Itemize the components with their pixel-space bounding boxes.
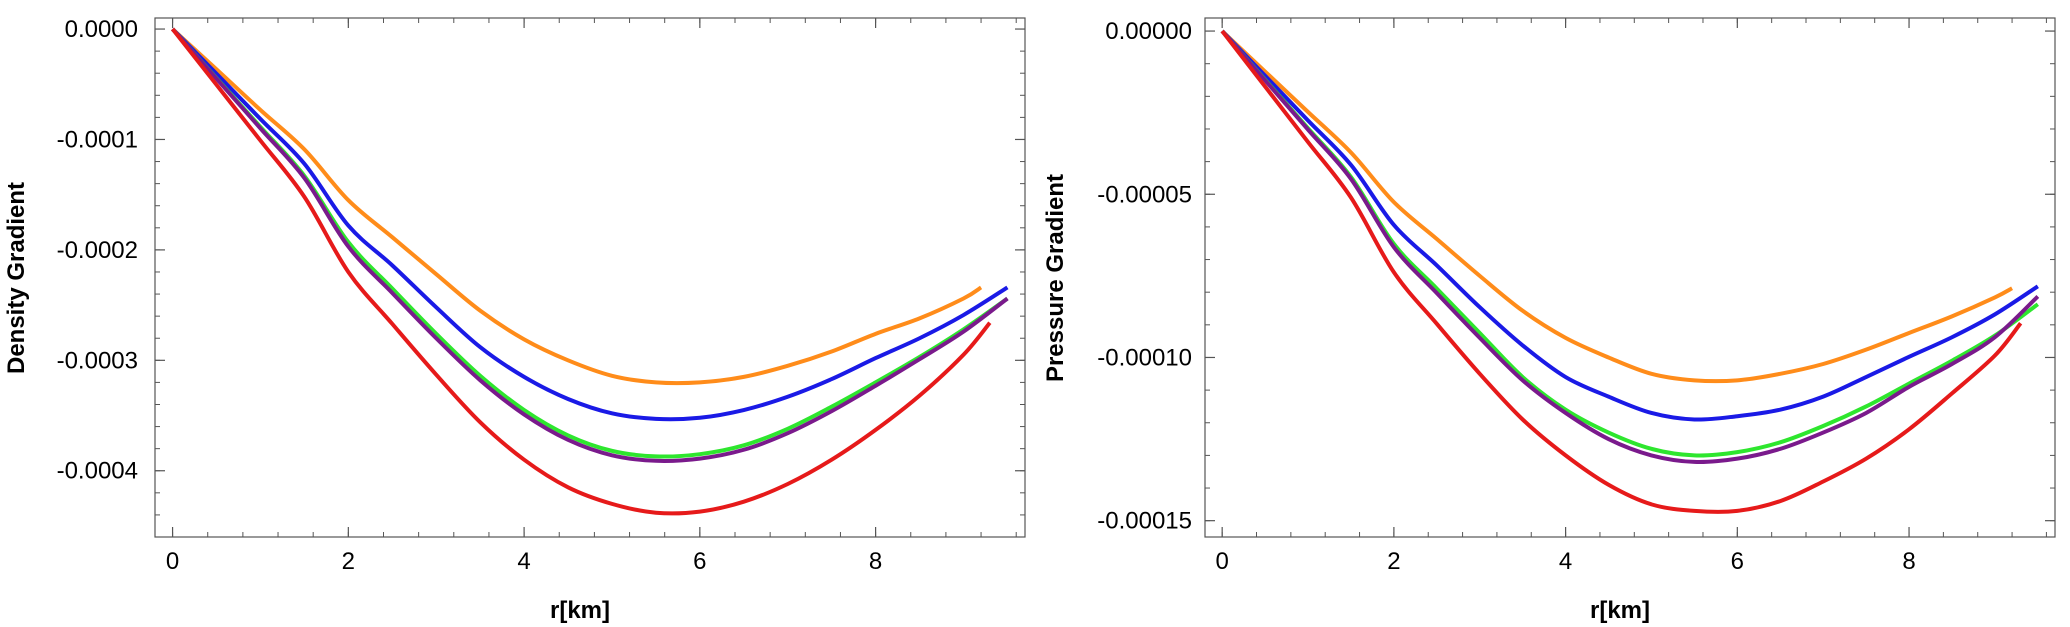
x-tick-label: 4: [517, 548, 530, 575]
y-tick-label: 0.00000: [1105, 18, 1192, 45]
series-line-blue: [1220, 29, 2039, 422]
x-tick-label: 4: [1559, 548, 1572, 575]
series-line-orange: [1220, 29, 2014, 384]
x-axis-title: r[km]: [550, 597, 610, 624]
y-tick-label: -0.0003: [57, 347, 138, 374]
series-line-purple: [171, 27, 1009, 463]
plot-frame: [1204, 17, 2056, 538]
x-tick-label: 0: [166, 548, 179, 575]
density-gradient-panel: 0 2 4 6 8 0.0000 -0.0001 -0.0002 -0.0003 -0.0004 r…: [3, 16, 1026, 624]
y-axis-title: Density Gradient: [3, 182, 30, 374]
y-tick-label: -0.0004: [57, 458, 138, 485]
x-tick-label: 0: [1215, 548, 1228, 575]
x-tick-label: 2: [342, 548, 355, 575]
series-line-red: [1220, 29, 2023, 514]
x-axis-title: r[km]: [1590, 597, 1650, 624]
x-tick-label: 6: [693, 548, 706, 575]
series-line-orange: [171, 27, 983, 386]
y-tick-label: -0.00005: [1097, 181, 1192, 208]
series-line-green: [1220, 29, 2040, 458]
y-tick-label: 0.0000: [65, 16, 138, 43]
plot-frame: [154, 17, 1026, 538]
y-tick-label: -0.0002: [57, 237, 138, 264]
x-tick-label: 2: [1387, 548, 1400, 575]
series-line-green: [171, 27, 1009, 459]
y-axis-title: Pressure Gradient: [1042, 174, 1069, 382]
y-tick-label: -0.00010: [1097, 344, 1192, 371]
y-tick-label: -0.0001: [57, 126, 138, 153]
series-line-red: [171, 27, 992, 516]
x-tick-label: 6: [1731, 548, 1744, 575]
series-line-purple: [1220, 29, 2040, 465]
series-line-blue: [171, 27, 1009, 422]
x-tick-label: 8: [1902, 548, 1915, 575]
pressure-gradient-panel: 0 2 4 6 8 0.00000 -0.00005 -0.00010 -0.00015 r[km…: [1042, 17, 2056, 624]
y-tick-label: -0.00015: [1097, 508, 1192, 535]
x-tick-label: 8: [869, 548, 882, 575]
